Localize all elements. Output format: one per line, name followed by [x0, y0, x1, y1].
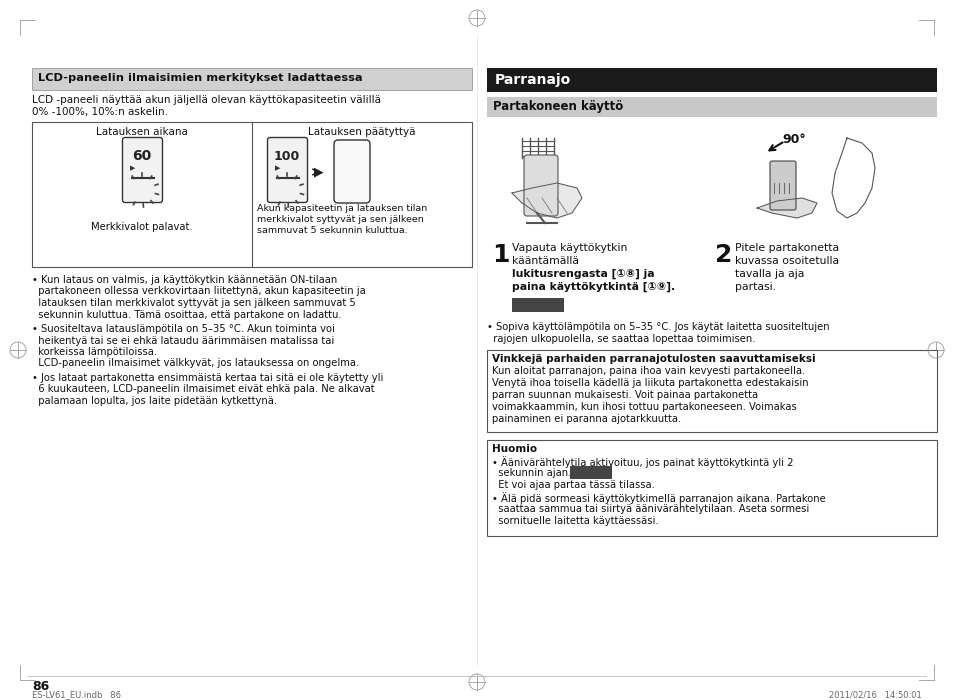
- Text: LCD-paneelin ilmaisimet välkkyvät, jos latauksessa on ongelma.: LCD-paneelin ilmaisimet välkkyvät, jos l…: [32, 358, 359, 368]
- Text: rajojen ulkopuolella, se saattaa lopettaa toimimisen.: rajojen ulkopuolella, se saattaa lopetta…: [486, 334, 755, 344]
- Text: • Suositeltava latauslämpötila on 5–35 °C. Akun toiminta voi: • Suositeltava latauslämpötila on 5–35 °…: [32, 324, 335, 334]
- Bar: [32, 68, 472, 90]
- Text: korkeissa lämpötiloissa.: korkeissa lämpötiloissa.: [32, 347, 157, 357]
- Text: 1: 1: [492, 243, 509, 267]
- Text: Vapauta käyttökytkin: Vapauta käyttökytkin: [512, 243, 627, 253]
- Text: 100: 100: [274, 150, 300, 162]
- Text: • Kun lataus on valmis, ja käyttökytkin käännetään ON-tilaan: • Kun lataus on valmis, ja käyttökytkin …: [32, 275, 337, 285]
- Text: ES-LV61_EU.indb   86: ES-LV61_EU.indb 86: [32, 690, 121, 699]
- Text: parran suunnan mukaisesti. Voit painaa partakonetta: parran suunnan mukaisesti. Voit painaa p…: [492, 390, 758, 400]
- Text: lukitusrengasta [①⑧] ja: lukitusrengasta [①⑧] ja: [512, 269, 654, 279]
- Text: 6 kuukauteen, LCD-paneelin ilmaisimet eivät ehkä pala. Ne alkavat: 6 kuukauteen, LCD-paneelin ilmaisimet ei…: [32, 384, 375, 395]
- Text: 90°: 90°: [781, 133, 805, 146]
- Bar: [512, 298, 563, 312]
- Text: Parranajo: Parranajo: [495, 73, 571, 87]
- Text: sekunnin kuluttua. Tämä osoittaa, että partakone on ladattu.: sekunnin kuluttua. Tämä osoittaa, että p…: [32, 309, 341, 319]
- FancyBboxPatch shape: [267, 137, 307, 202]
- Text: Akun kapasiteetin ja latauksen tilan: Akun kapasiteetin ja latauksen tilan: [256, 204, 427, 213]
- Text: kuvassa osoitetulla: kuvassa osoitetulla: [734, 256, 839, 266]
- Text: 86: 86: [32, 680, 50, 693]
- Text: Huomio: Huomio: [492, 444, 537, 454]
- Text: paina käyttökytkintä [①⑨].: paina käyttökytkintä [①⑨].: [512, 282, 675, 293]
- Text: ▶: ▶: [314, 165, 323, 178]
- Text: Merkkivalot palavat.: Merkkivalot palavat.: [91, 222, 193, 232]
- Text: sornituelle laitetta käyttäessäsi.: sornituelle laitetta käyttäessäsi.: [492, 516, 658, 526]
- Text: 2: 2: [714, 243, 732, 267]
- Text: • Älä pidä sormeasi käyttökytkimellä parranajon aikana. Partakone: • Älä pidä sormeasi käyttökytkimellä par…: [492, 492, 825, 504]
- Bar: [486, 68, 936, 92]
- Bar: [486, 97, 936, 117]
- Text: Vinkkejä parhaiden parranajotulosten saavuttamiseksi: Vinkkejä parhaiden parranajotulosten saa…: [492, 354, 815, 364]
- Text: Pitele partakonetta: Pitele partakonetta: [734, 243, 839, 253]
- Polygon shape: [512, 183, 581, 218]
- Text: heikentyä tai se ei ehkä lataudu äärimmäisen matalissa tai: heikentyä tai se ei ehkä lataudu äärimmä…: [32, 335, 334, 346]
- Text: saattaa sammua tai siirtyä äänivärähtelytilaan. Aseta sormesi: saattaa sammua tai siirtyä äänivärähtely…: [492, 504, 808, 514]
- Text: tavalla ja aja: tavalla ja aja: [734, 269, 803, 279]
- Text: ▶: ▶: [275, 165, 280, 171]
- Text: Latauksen aikana: Latauksen aikana: [96, 127, 188, 137]
- FancyBboxPatch shape: [334, 140, 370, 203]
- Text: ▶: ▶: [131, 165, 135, 171]
- Text: kääntämällä: kääntämällä: [512, 256, 578, 266]
- Text: Kun aloitat parranajon, paina ihoa vain kevyesti partakoneella.: Kun aloitat parranajon, paina ihoa vain …: [492, 366, 804, 376]
- Text: • Äänivärähtelytila aktivoituu, jos painat käyttökytkintä yli 2: • Äänivärähtelytila aktivoituu, jos pain…: [492, 456, 793, 468]
- Text: latauksen tilan merkkivalot syttyvät ja sen jälkeen sammuvat 5: latauksen tilan merkkivalot syttyvät ja …: [32, 298, 355, 308]
- Text: LCD-paneelin ilmaisimien merkitykset ladattaessa: LCD-paneelin ilmaisimien merkitykset lad…: [38, 73, 362, 83]
- Text: Et voi ajaa partaa tässä tilassa.: Et voi ajaa partaa tässä tilassa.: [492, 480, 654, 490]
- FancyBboxPatch shape: [769, 161, 795, 210]
- Text: Sivu 88: Sivu 88: [573, 468, 614, 478]
- Text: Latauksen päätyttyä: Latauksen päätyttyä: [308, 127, 416, 137]
- Bar: [486, 350, 936, 432]
- Text: partakoneen ollessa verkkovirtaan liitettynä, akun kapasiteetin ja: partakoneen ollessa verkkovirtaan liitet…: [32, 286, 365, 297]
- Bar: [569, 466, 612, 479]
- Text: partasi.: partasi.: [734, 282, 775, 292]
- Text: palamaan lopulta, jos laite pidetään kytkettynä.: palamaan lopulta, jos laite pidetään kyt…: [32, 396, 276, 406]
- Text: painaminen ei paranna ajotarkkuutta.: painaminen ei paranna ajotarkkuutta.: [492, 414, 680, 424]
- Bar: [32, 122, 472, 267]
- Text: 2011/02/16   14:50:01: 2011/02/16 14:50:01: [828, 690, 921, 699]
- Polygon shape: [757, 198, 816, 218]
- Text: • Jos lataat partakonetta ensimmäistä kertaa tai sitä ei ole käytetty yli: • Jos lataat partakonetta ensimmäistä ke…: [32, 373, 383, 383]
- FancyBboxPatch shape: [122, 137, 162, 202]
- Text: sammuvat 5 sekunnin kuluttua.: sammuvat 5 sekunnin kuluttua.: [256, 226, 407, 235]
- Text: Partakoneen käyttö: Partakoneen käyttö: [493, 100, 622, 113]
- Bar: [486, 440, 936, 536]
- Text: Venytä ihoa toisella kädellä ja liikuta partakonetta edestakaisin: Venytä ihoa toisella kädellä ja liikuta …: [492, 378, 808, 388]
- Text: 0% -100%, 10%:n askelin.: 0% -100%, 10%:n askelin.: [32, 107, 168, 117]
- Text: sekunnin ajan.: sekunnin ajan.: [492, 468, 571, 478]
- Text: merkkivalot syttyvät ja sen jälkeen: merkkivalot syttyvät ja sen jälkeen: [256, 215, 423, 224]
- Text: Sivu 85: Sivu 85: [516, 300, 558, 310]
- Text: LCD -paneeli näyttää akun jäljellä olevan käyttökapasiteetin välillä: LCD -paneeli näyttää akun jäljellä oleva…: [32, 95, 380, 105]
- Text: • Sopiva käyttölämpötila on 5–35 °C. Jos käytät laitetta suositeltujen: • Sopiva käyttölämpötila on 5–35 °C. Jos…: [486, 322, 829, 332]
- Text: voimakkaammin, kun ihosi tottuu partakoneeseen. Voimakas: voimakkaammin, kun ihosi tottuu partakon…: [492, 402, 796, 412]
- Text: 60: 60: [132, 149, 152, 163]
- FancyBboxPatch shape: [523, 155, 558, 216]
